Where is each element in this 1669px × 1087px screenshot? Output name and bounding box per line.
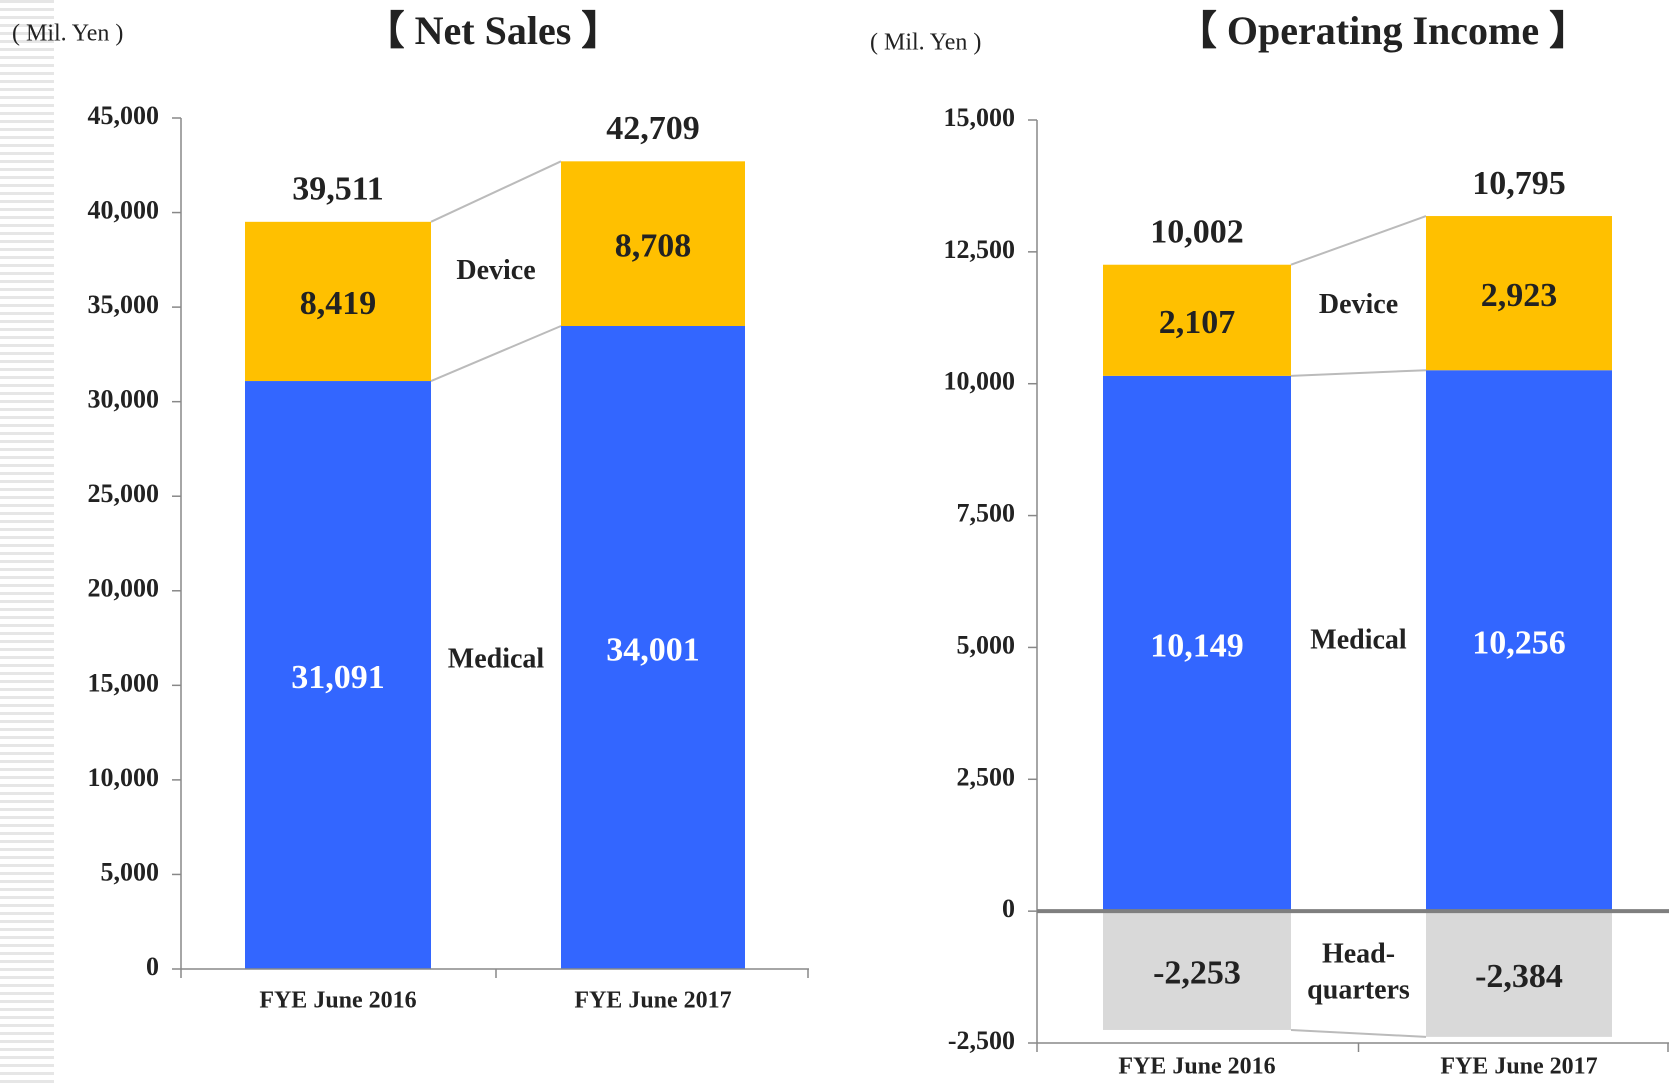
y-tick-label: 45,000	[88, 101, 160, 130]
y-tick-label: 35,000	[88, 290, 160, 319]
bar-segment	[245, 221, 431, 382]
x-tick-label: FYE June 2016	[259, 988, 416, 1014]
connector	[430, 160, 562, 223]
series-name: Device	[456, 255, 535, 286]
bar-segment	[1426, 911, 1612, 1037]
y-tick-label: 15,000	[88, 668, 160, 697]
value-label: 34,001	[606, 631, 700, 668]
y-tick-label: 10,000	[88, 763, 160, 792]
chart-title: 【 Operating Income 】	[1177, 8, 1589, 53]
y-tick-label: 12,500	[944, 235, 1016, 264]
connector	[1290, 1028, 1427, 1038]
value-label: 2,923	[1481, 277, 1558, 314]
series-name: Medical	[448, 644, 545, 675]
connector	[430, 325, 562, 382]
value-label: -2,384	[1475, 958, 1563, 995]
y-tick-label: 20,000	[88, 574, 160, 603]
side-stripes	[0, 0, 54, 1087]
connector	[1290, 215, 1427, 266]
x-tick-label: FYE June 2017	[1440, 1054, 1597, 1080]
series-name: Head-quarters	[1307, 939, 1410, 1006]
x-tick-label: FYE June 2016	[1118, 1054, 1275, 1080]
series-name: Device	[1319, 289, 1398, 320]
bar-segment	[1103, 375, 1291, 912]
y-tick-label: 15,000	[944, 103, 1016, 132]
y-tick-label: 40,000	[88, 196, 160, 225]
value-label: 2,107	[1159, 304, 1236, 341]
value-label: -2,253	[1153, 954, 1241, 991]
y-tick-label: 5,000	[957, 630, 1016, 659]
y-tick-label: 0	[146, 952, 159, 981]
unit-label: ( Mil. Yen )	[870, 30, 981, 56]
value-label: 8,708	[615, 227, 692, 264]
total-label: 10,795	[1472, 165, 1566, 202]
value-label: 8,419	[300, 285, 377, 322]
value-label: 31,091	[291, 659, 385, 696]
bar-segment	[1103, 911, 1291, 1030]
bar-segment	[1426, 216, 1612, 371]
y-tick-label: -2,500	[948, 1026, 1015, 1055]
total-label: 10,002	[1150, 214, 1244, 251]
bar-segment	[1426, 370, 1612, 912]
y-tick-label: 2,500	[957, 762, 1016, 791]
chart-title: 【 Net Sales 】	[365, 8, 622, 53]
series-name: Medical	[1310, 625, 1407, 656]
y-tick-label: 10,000	[944, 367, 1016, 396]
y-tick-label: 0	[1002, 894, 1015, 923]
value-label: 10,149	[1150, 627, 1244, 664]
bar-segment	[245, 381, 431, 969]
y-tick-label: 5,000	[101, 857, 160, 886]
unit-label: ( Mil. Yen )	[12, 21, 123, 47]
total-label: 42,709	[606, 110, 700, 147]
bar-segment	[561, 161, 745, 327]
y-tick-label: 7,500	[957, 499, 1016, 528]
bar-segment	[1103, 264, 1291, 376]
bar-segment	[561, 326, 745, 969]
connector	[1290, 369, 1427, 377]
x-tick-label: FYE June 2017	[574, 988, 731, 1014]
y-tick-label: 25,000	[88, 479, 160, 508]
y-tick-label: 30,000	[88, 385, 160, 414]
value-label: 10,256	[1472, 624, 1566, 661]
total-label: 39,511	[292, 171, 384, 208]
